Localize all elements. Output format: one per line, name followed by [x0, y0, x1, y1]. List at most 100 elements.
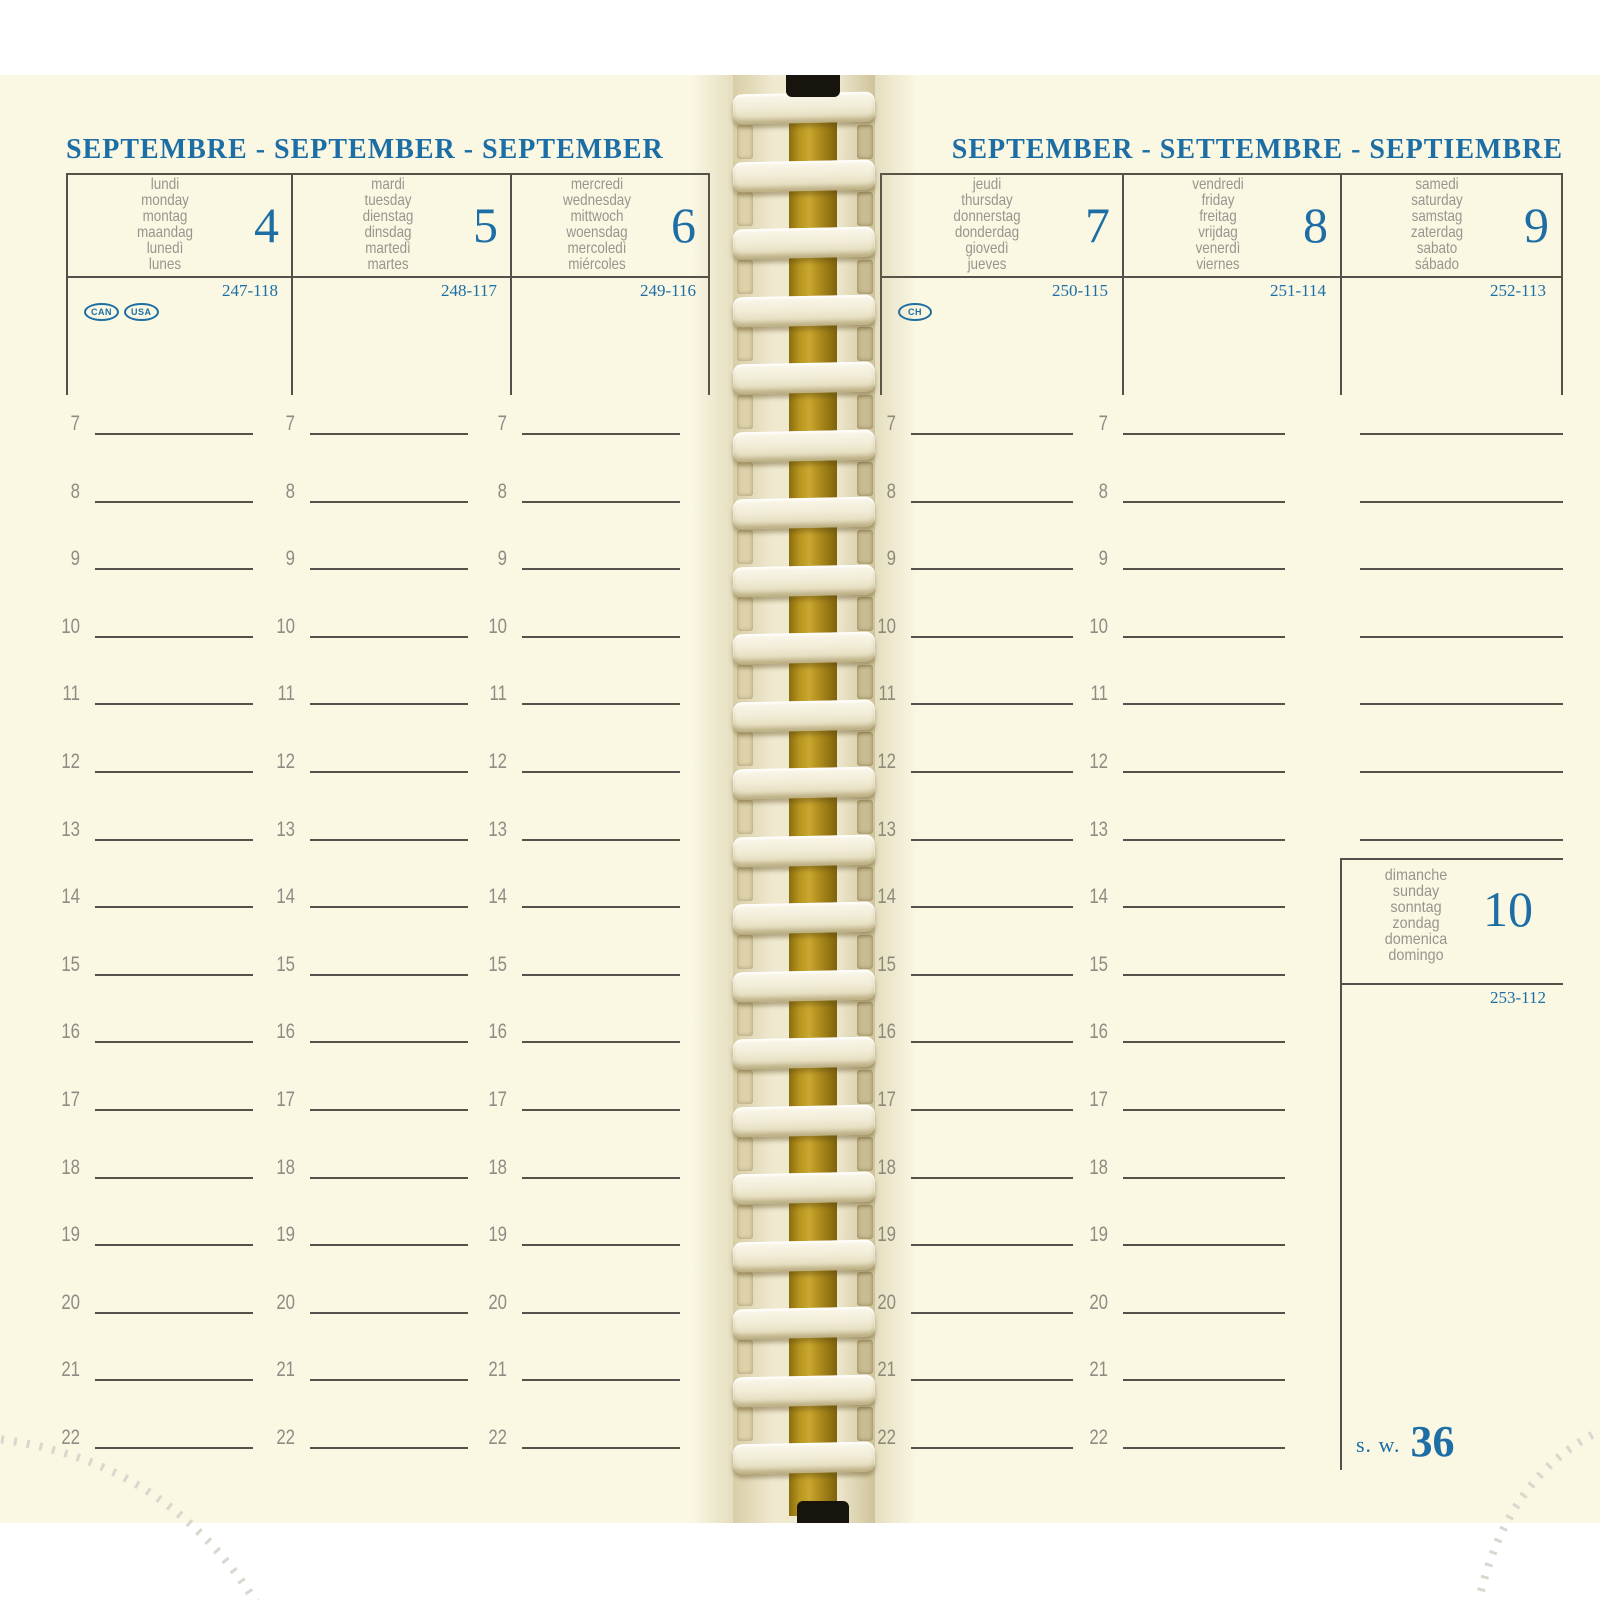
month-title-left: SEPTEMBRE - SEPTEMBER - SEPTEMBER — [66, 134, 664, 165]
date-number-friday: 8 — [1303, 197, 1328, 253]
spiral-rear-tab — [857, 530, 873, 564]
column-divider — [708, 173, 710, 395]
hour-label-monday: 10 — [61, 615, 80, 638]
hour-label-thursday: 9 — [872, 548, 896, 570]
hour-label-friday: 10 — [1089, 615, 1108, 638]
spiral-ring — [732, 1104, 876, 1138]
spiral-rear-tab — [857, 395, 873, 429]
hour-rule-thursday — [911, 1447, 1073, 1449]
holiday-badges-monday: CAN USA — [84, 303, 159, 321]
hour-label-monday: 9 — [70, 547, 80, 570]
hour-rule-saturday — [1360, 568, 1563, 570]
hour-rule-wednesday — [522, 974, 680, 976]
hour-label-wednesday: 19 — [488, 1223, 507, 1246]
spiral-rear-tab — [737, 1205, 753, 1239]
hour-label-thursday: 19 — [872, 1224, 896, 1246]
hour-label-thursday: 14 — [872, 886, 896, 908]
spine-cap-bottom — [797, 1501, 849, 1523]
holiday-badge-ch: CH — [898, 303, 932, 321]
hour-label-tuesday: 19 — [276, 1223, 295, 1246]
hour-rule-wednesday — [522, 568, 680, 570]
sunday-box-mid-rule — [1340, 983, 1563, 985]
hour-rule-wednesday — [522, 1379, 680, 1381]
header-top-rule-right — [880, 173, 1563, 175]
hour-rule-friday — [1123, 568, 1285, 570]
hour-rule-wednesday — [522, 501, 680, 503]
spiral-rear-tab — [737, 192, 753, 226]
hour-label-friday: 19 — [1089, 1223, 1108, 1246]
hour-rule-wednesday — [522, 1109, 680, 1111]
spiral-rear-tab — [857, 1137, 873, 1171]
hour-label-tuesday: 15 — [276, 953, 295, 976]
spiral-rear-tab — [857, 260, 873, 294]
hour-label-thursday: 7 — [872, 413, 896, 435]
hour-rule-tuesday — [310, 501, 468, 503]
week-number-label: s. w. — [1356, 1432, 1401, 1457]
hour-rule-monday — [95, 974, 253, 976]
week-number: s. w. 36 — [1356, 1416, 1455, 1467]
hour-rule-thursday — [911, 568, 1073, 570]
hour-rule-tuesday — [310, 1109, 468, 1111]
day-names-sunday: dimanche sunday sonntag zondag domenica dom… — [1384, 867, 1448, 964]
column-divider — [1561, 173, 1563, 395]
hour-label-friday: 11 — [1090, 682, 1108, 705]
day-header-monday: lundi monday montag maandag lunedì lunes 4 — [68, 175, 289, 275]
spiral-rear-tab — [737, 1407, 753, 1441]
hour-label-tuesday: 16 — [276, 1020, 295, 1043]
hour-label-monday: 11 — [62, 682, 80, 705]
spiral-rear-tab — [857, 1002, 873, 1036]
day-names-saturday: samedi saturday samstag zaterdag sabato sáb… — [1411, 176, 1464, 273]
hour-label-wednesday: 22 — [488, 1426, 507, 1449]
day-counter-tuesday: 248-117 — [440, 281, 497, 300]
hour-label-thursday: 8 — [872, 481, 896, 503]
spiral-rear-tab — [737, 1137, 753, 1171]
spiral-ring — [732, 1441, 876, 1475]
spiral-ring — [732, 564, 876, 598]
day-counter-thursday: 250-115 — [1051, 281, 1108, 300]
hour-rule-thursday — [911, 1177, 1073, 1179]
spiral-rear-tab — [737, 462, 753, 496]
spiral-rear-tab — [857, 1340, 873, 1374]
hour-label-monday: 21 — [61, 1358, 80, 1381]
hour-rule-thursday — [911, 433, 1073, 435]
hour-label-tuesday: 13 — [276, 818, 295, 841]
hour-rule-thursday — [911, 1244, 1073, 1246]
hour-label-wednesday: 21 — [488, 1358, 507, 1381]
hour-rule-wednesday — [522, 636, 680, 638]
hour-label-thursday: 20 — [872, 1292, 896, 1314]
column-divider — [1340, 173, 1342, 395]
spiral-ring — [732, 834, 876, 868]
hour-rule-thursday — [911, 1312, 1073, 1314]
hour-label-tuesday: 21 — [276, 1358, 295, 1381]
hour-label-tuesday: 14 — [276, 885, 295, 908]
hour-label-monday: 22 — [61, 1426, 80, 1449]
day-counter-monday: 247-118 — [221, 281, 278, 300]
hour-label-thursday: 21 — [872, 1359, 896, 1381]
column-divider — [510, 173, 512, 395]
date-number-monday: 4 — [254, 197, 279, 253]
hour-rule-thursday — [911, 1109, 1073, 1111]
hour-rule-monday — [95, 839, 253, 841]
hour-rule-tuesday — [310, 1312, 468, 1314]
date-number-tuesday: 5 — [473, 197, 498, 253]
date-number-sunday: 10 — [1483, 881, 1533, 937]
spiral-ring — [732, 361, 876, 395]
spiral-ring — [732, 1306, 876, 1340]
hour-rule-wednesday — [522, 1447, 680, 1449]
hour-rule-monday — [95, 1109, 253, 1111]
date-number-wednesday: 6 — [671, 197, 696, 253]
date-number-saturday: 9 — [1524, 197, 1549, 253]
holiday-badge-can: CAN — [84, 303, 119, 321]
hour-rule-wednesday — [522, 1177, 680, 1179]
spiral-rear-tab — [857, 1407, 873, 1441]
spiral-rear-tab — [857, 192, 873, 226]
hour-label-monday: 17 — [61, 1088, 80, 1111]
hour-label-wednesday: 11 — [489, 682, 507, 705]
hour-rule-saturday — [1360, 501, 1563, 503]
hour-label-friday: 13 — [1089, 818, 1108, 841]
spiral-rear-tab — [857, 935, 873, 969]
hour-label-monday: 18 — [61, 1156, 80, 1179]
spiral-ring — [732, 699, 876, 733]
hour-rule-friday — [1123, 839, 1285, 841]
